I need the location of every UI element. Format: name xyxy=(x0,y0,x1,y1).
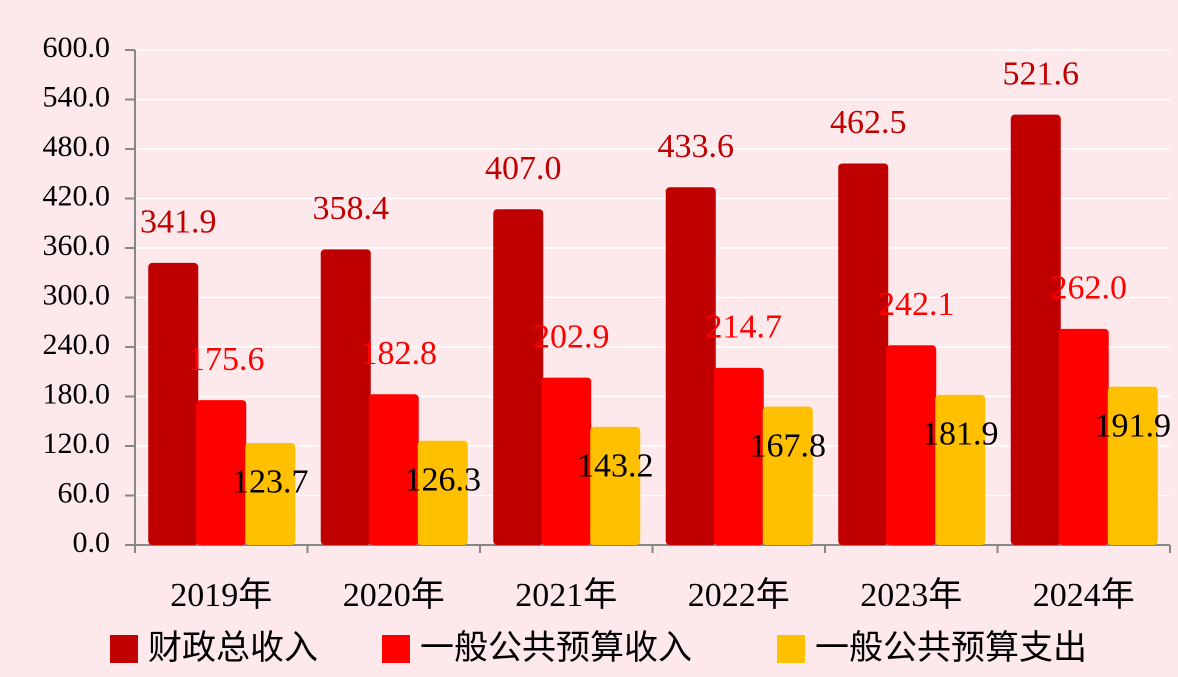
data-label: 167.8 xyxy=(750,427,827,464)
y-tick-label: 600.0 xyxy=(43,31,111,64)
y-tick-label: 420.0 xyxy=(43,179,111,212)
data-label: 191.9 xyxy=(1095,407,1172,444)
data-label: 242.1 xyxy=(878,286,955,323)
legend-swatch xyxy=(382,635,410,663)
bar xyxy=(1107,386,1158,545)
bar xyxy=(935,394,986,545)
bar xyxy=(493,209,544,545)
y-tick-label: 120.0 xyxy=(43,427,111,460)
data-label: 433.6 xyxy=(658,128,735,165)
data-label: 143.2 xyxy=(577,448,654,485)
x-tick-label: 2022年 xyxy=(688,576,790,614)
data-label: 521.6 xyxy=(1003,55,1080,92)
bar xyxy=(368,394,419,545)
data-label: 181.9 xyxy=(922,416,999,453)
data-label: 123.7 xyxy=(232,464,309,501)
y-tick-label: 240.0 xyxy=(43,328,111,361)
data-label: 175.6 xyxy=(188,341,265,378)
y-tick-label: 480.0 xyxy=(43,130,111,163)
y-tick-label: 60.0 xyxy=(58,476,111,509)
legend-swatch xyxy=(110,635,138,663)
bar xyxy=(245,442,296,545)
bar xyxy=(665,187,716,545)
legend-swatch xyxy=(777,635,805,663)
legend-label: 财政总收入 xyxy=(148,629,318,667)
bar xyxy=(148,262,199,545)
data-label: 462.5 xyxy=(830,104,907,141)
data-label: 407.0 xyxy=(485,150,562,187)
y-tick-label: 540.0 xyxy=(43,80,111,113)
data-label: 202.9 xyxy=(533,318,610,355)
data-label: 341.9 xyxy=(140,204,217,241)
y-tick-label: 180.0 xyxy=(43,377,111,410)
bar xyxy=(1058,328,1109,545)
data-label: 262.0 xyxy=(1051,270,1128,307)
x-tick-label: 2023年 xyxy=(860,576,962,614)
y-tick-label: 0.0 xyxy=(73,526,111,559)
y-tick-label: 360.0 xyxy=(43,229,111,262)
bar xyxy=(417,440,468,545)
data-label: 214.7 xyxy=(706,309,783,346)
bar xyxy=(541,377,592,545)
x-tick-label: 2020年 xyxy=(343,576,445,614)
data-label: 182.8 xyxy=(361,335,438,372)
legend-label: 一般公共预算收入 xyxy=(420,629,692,667)
bar xyxy=(320,249,371,545)
bar xyxy=(886,345,937,545)
y-tick-label: 300.0 xyxy=(43,278,111,311)
data-label: 126.3 xyxy=(405,462,482,499)
bar xyxy=(590,426,641,545)
bar xyxy=(1010,114,1061,546)
data-label: 358.4 xyxy=(313,190,390,227)
legend-label: 一般公共预算支出 xyxy=(815,629,1087,667)
x-tick-label: 2019年 xyxy=(170,576,272,614)
x-tick-label: 2021年 xyxy=(515,576,617,614)
bar xyxy=(838,163,889,545)
bar xyxy=(762,406,813,545)
bar xyxy=(713,367,764,545)
x-tick-label: 2024年 xyxy=(1033,576,1135,614)
bar xyxy=(196,400,247,545)
